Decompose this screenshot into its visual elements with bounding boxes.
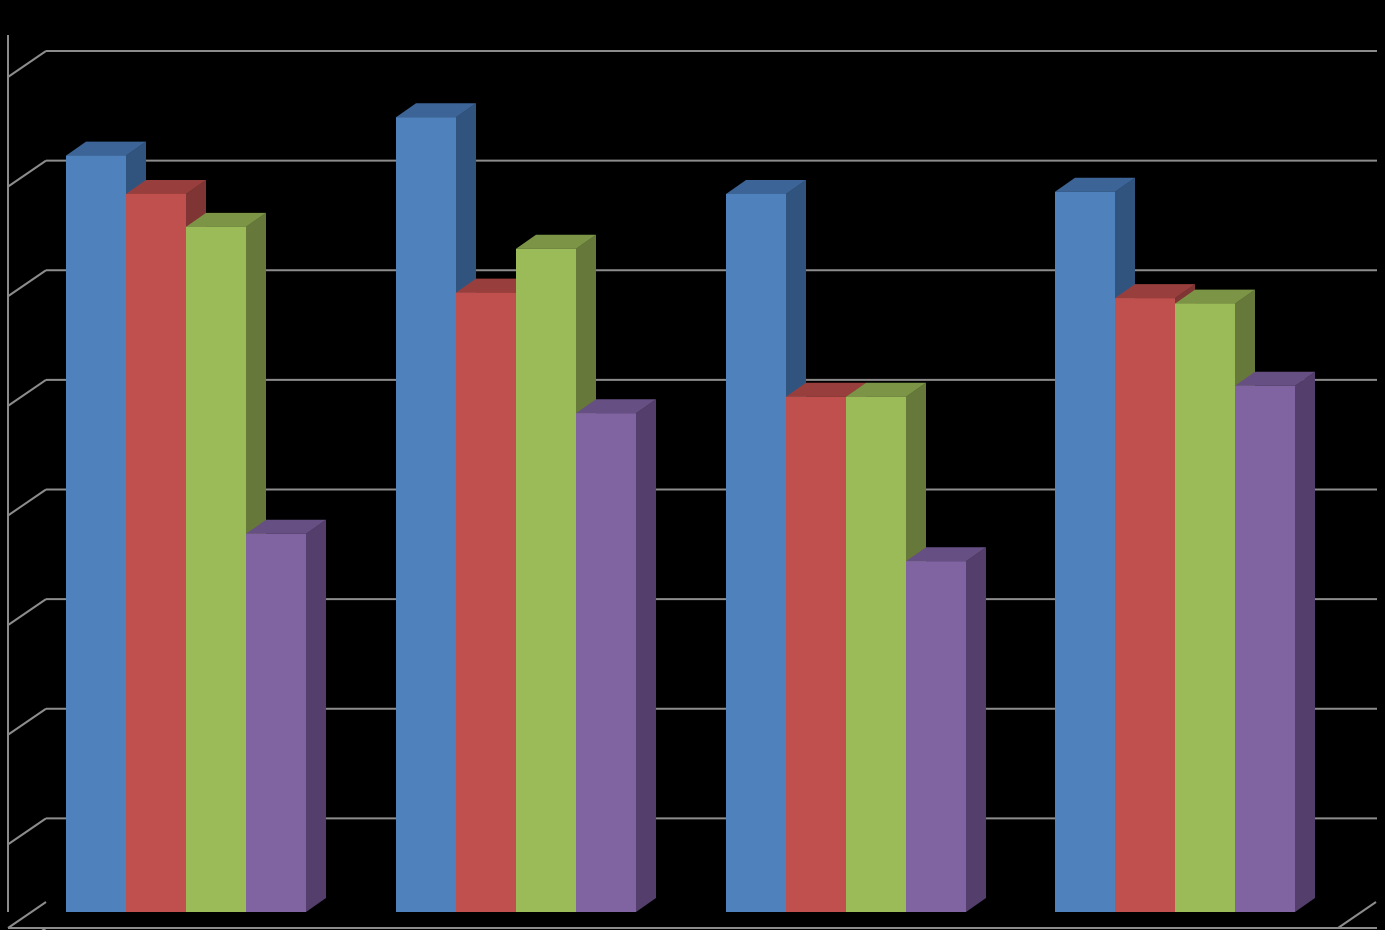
bar-front xyxy=(126,193,186,913)
bar-top xyxy=(1235,371,1315,386)
gridline-side xyxy=(7,817,47,846)
bar-top xyxy=(576,399,656,414)
bar-top xyxy=(126,179,206,194)
bar-front xyxy=(66,155,126,912)
bar-top xyxy=(246,519,326,534)
bars xyxy=(66,103,1315,913)
gridline-side xyxy=(7,379,47,407)
bar-front xyxy=(576,413,636,912)
gridline-side xyxy=(7,488,47,517)
bar-cluster xyxy=(1055,177,1315,913)
bar xyxy=(846,382,926,912)
bar-top xyxy=(1055,177,1135,192)
bar xyxy=(1235,371,1315,912)
bar-top xyxy=(846,382,926,397)
gridline-side xyxy=(7,50,47,78)
bar-front xyxy=(456,292,516,912)
bar-front xyxy=(1055,191,1115,913)
gridline-side xyxy=(7,159,47,188)
bar-top xyxy=(906,547,986,562)
bar-cluster xyxy=(66,141,326,913)
bar-top xyxy=(66,141,146,156)
gridline-side xyxy=(7,269,47,298)
bar-side xyxy=(966,547,986,912)
bar-front xyxy=(246,533,306,912)
bar-cluster xyxy=(396,103,656,913)
bar xyxy=(906,547,986,912)
bar xyxy=(576,399,656,912)
bar-top xyxy=(726,179,806,194)
bar-front xyxy=(1235,385,1295,912)
bar-front xyxy=(726,193,786,913)
gridline-side xyxy=(7,598,47,626)
bar-top xyxy=(186,212,266,227)
bar-side xyxy=(306,519,326,912)
gridline-side xyxy=(7,707,47,736)
bar-front xyxy=(516,248,576,913)
bar-front xyxy=(846,396,906,912)
floor-left-edge xyxy=(7,901,47,929)
bar-front xyxy=(906,561,966,912)
bar-side xyxy=(1295,371,1315,912)
bar-front xyxy=(1175,303,1235,912)
bar-cluster xyxy=(726,179,986,913)
bar xyxy=(246,519,326,912)
bar-top xyxy=(516,234,596,249)
bar-top xyxy=(1175,289,1255,304)
bar-front xyxy=(786,396,846,912)
bar-front xyxy=(1115,298,1175,913)
bar-side xyxy=(636,399,656,912)
bar-top xyxy=(396,103,476,118)
bar-top xyxy=(1115,284,1195,299)
floor-right-edge xyxy=(1337,901,1377,929)
bar-front xyxy=(396,117,456,912)
bar-front xyxy=(186,226,246,912)
bar-top xyxy=(786,382,866,397)
